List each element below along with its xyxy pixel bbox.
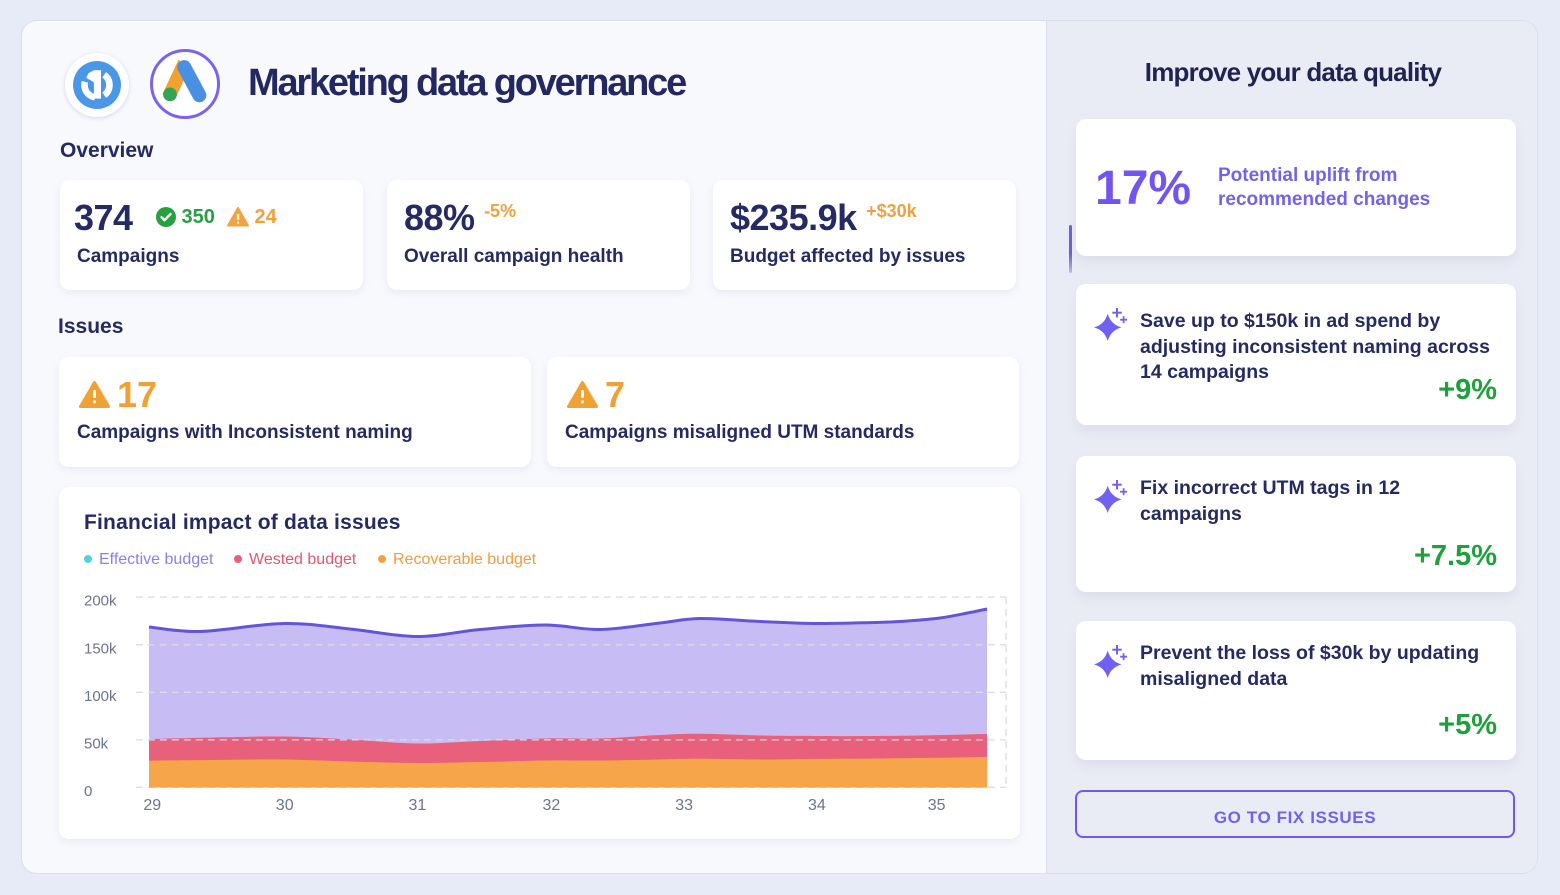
- svg-text:30: 30: [276, 797, 294, 814]
- svg-text:33: 33: [675, 797, 693, 814]
- svg-text:34: 34: [808, 797, 826, 814]
- svg-text:100k: 100k: [84, 688, 117, 705]
- svg-text:31: 31: [409, 797, 427, 814]
- svg-text:32: 32: [543, 797, 561, 814]
- svg-text:0: 0: [84, 783, 92, 800]
- svg-text:29: 29: [143, 797, 161, 814]
- svg-text:50k: 50k: [84, 735, 109, 752]
- svg-text:200k: 200k: [84, 593, 117, 610]
- svg-text:35: 35: [928, 797, 946, 814]
- svg-text:150k: 150k: [84, 640, 117, 657]
